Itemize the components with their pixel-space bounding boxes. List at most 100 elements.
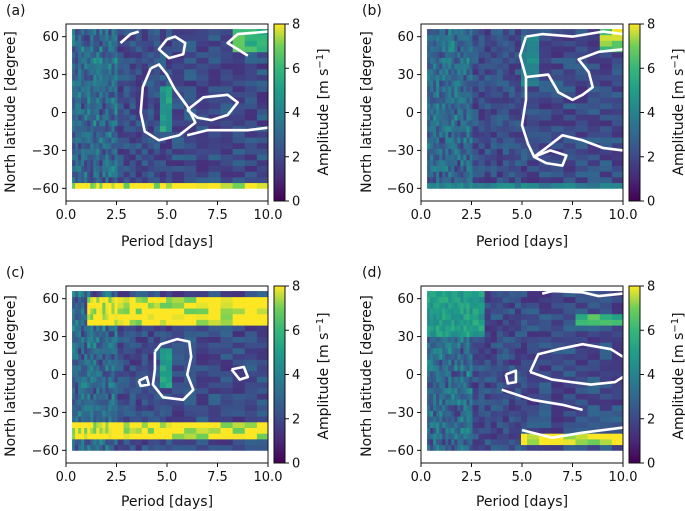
- heatmap-cell: [457, 68, 461, 75]
- heatmap-cell: [463, 85, 467, 93]
- heatmap-cell: [439, 336, 443, 343]
- heatmap-cell: [587, 137, 601, 144]
- heatmap-cell: [159, 159, 167, 166]
- heatmap-cell: [433, 319, 437, 326]
- heatmap-cell: [114, 308, 118, 315]
- heatmap-cell: [527, 427, 540, 434]
- heatmap-cell: [75, 29, 79, 36]
- heatmap-cell: [99, 365, 103, 372]
- heatmap-cell: [551, 296, 564, 303]
- heatmap-cell: [256, 137, 269, 144]
- y-tick-label: −60: [32, 182, 59, 197]
- heatmap-cell: [232, 421, 246, 428]
- heatmap-cell: [72, 319, 76, 326]
- heatmap-cell: [472, 85, 479, 93]
- heatmap-cell: [129, 91, 137, 98]
- heatmap-cell: [96, 410, 100, 417]
- heatmap-cell: [172, 85, 185, 93]
- heatmap-cell: [196, 137, 209, 144]
- heatmap-cell: [496, 319, 504, 326]
- heatmap-cell: [84, 114, 88, 121]
- heatmap-cell: [220, 120, 234, 127]
- heatmap-cell: [99, 353, 103, 360]
- heatmap-cell: [490, 108, 498, 115]
- heatmap-cell: [84, 85, 88, 93]
- heatmap-cell: [256, 302, 269, 309]
- heatmap-cell: [587, 353, 601, 360]
- heatmap-cell: [114, 29, 118, 36]
- heatmap-cell: [87, 176, 91, 184]
- heatmap-cell: [514, 131, 522, 138]
- heatmap-cell: [508, 308, 516, 315]
- heatmap-cell: [587, 63, 601, 70]
- heatmap-cell: [466, 108, 470, 115]
- heatmap-cell: [527, 85, 540, 93]
- heatmap-cell: [96, 91, 100, 98]
- heatmap-cell: [220, 308, 234, 315]
- heatmap-cell: [427, 404, 431, 411]
- heatmap-cell: [165, 410, 173, 417]
- heatmap-cell: [96, 336, 100, 343]
- heatmap-cell: [165, 120, 173, 127]
- heatmap-cell: [90, 444, 94, 451]
- heatmap-cell: [439, 80, 443, 87]
- heatmap-cell: [502, 359, 510, 366]
- heatmap-cell: [478, 40, 486, 47]
- heatmap-cell: [87, 148, 91, 155]
- heatmap-cell: [527, 387, 540, 394]
- heatmap-cell: [81, 120, 85, 127]
- heatmap-cell: [102, 171, 106, 178]
- heatmap-cell: [232, 399, 246, 406]
- heatmap-cell: [114, 51, 118, 58]
- heatmap-cell: [90, 137, 94, 144]
- heatmap-cell: [196, 97, 209, 104]
- heatmap-cell: [427, 114, 431, 121]
- heatmap-cell: [102, 74, 106, 81]
- heatmap-cell: [490, 353, 498, 360]
- heatmap-cell: [445, 182, 449, 189]
- heatmap-cell: [448, 342, 452, 349]
- heatmap-cell: [454, 171, 458, 178]
- heatmap-cell: [430, 296, 434, 303]
- heatmap-cell: [563, 330, 576, 337]
- heatmap-cell: [220, 376, 234, 383]
- heatmap-cell: [484, 137, 492, 144]
- heatmap-cell: [114, 57, 118, 64]
- heatmap-cell: [587, 40, 601, 47]
- heatmap-cell: [220, 330, 234, 337]
- heatmap-cell: [159, 296, 167, 303]
- heatmap-cell: [244, 376, 258, 383]
- heatmap-cell: [454, 57, 458, 64]
- heatmap-cell: [135, 74, 143, 81]
- heatmap-cell: [502, 131, 510, 138]
- heatmap-cell: [427, 159, 431, 166]
- heatmap-cell: [508, 302, 516, 309]
- heatmap-cell: [244, 387, 258, 394]
- heatmap-cell: [108, 108, 112, 115]
- heatmap-cell: [208, 68, 221, 75]
- heatmap-cell: [448, 159, 452, 166]
- heatmap-cell: [96, 387, 100, 394]
- heatmap-cell: [99, 159, 103, 166]
- heatmap-cell: [159, 120, 167, 127]
- heatmap-cell: [147, 57, 155, 64]
- heatmap-cell: [123, 91, 131, 98]
- heatmap-cell: [439, 296, 443, 303]
- heatmap-cell: [135, 336, 143, 343]
- heatmap-cell: [129, 393, 137, 400]
- heatmap-cell: [135, 176, 143, 184]
- heatmap-cell: [454, 142, 458, 149]
- heatmap-cell: [129, 330, 137, 337]
- heatmap-cell: [463, 376, 467, 383]
- heatmap-cell: [72, 365, 76, 372]
- heatmap-cell: [147, 319, 155, 326]
- heatmap-cell: [520, 182, 528, 189]
- heatmap-cell: [508, 182, 516, 189]
- heatmap-cell: [90, 382, 94, 389]
- heatmap-cell: [563, 120, 576, 127]
- heatmap-cell: [496, 154, 504, 161]
- heatmap-cell: [451, 427, 455, 434]
- y-tick-label: 0: [406, 368, 414, 383]
- heatmap-cell: [469, 182, 473, 189]
- heatmap-cell: [78, 108, 82, 115]
